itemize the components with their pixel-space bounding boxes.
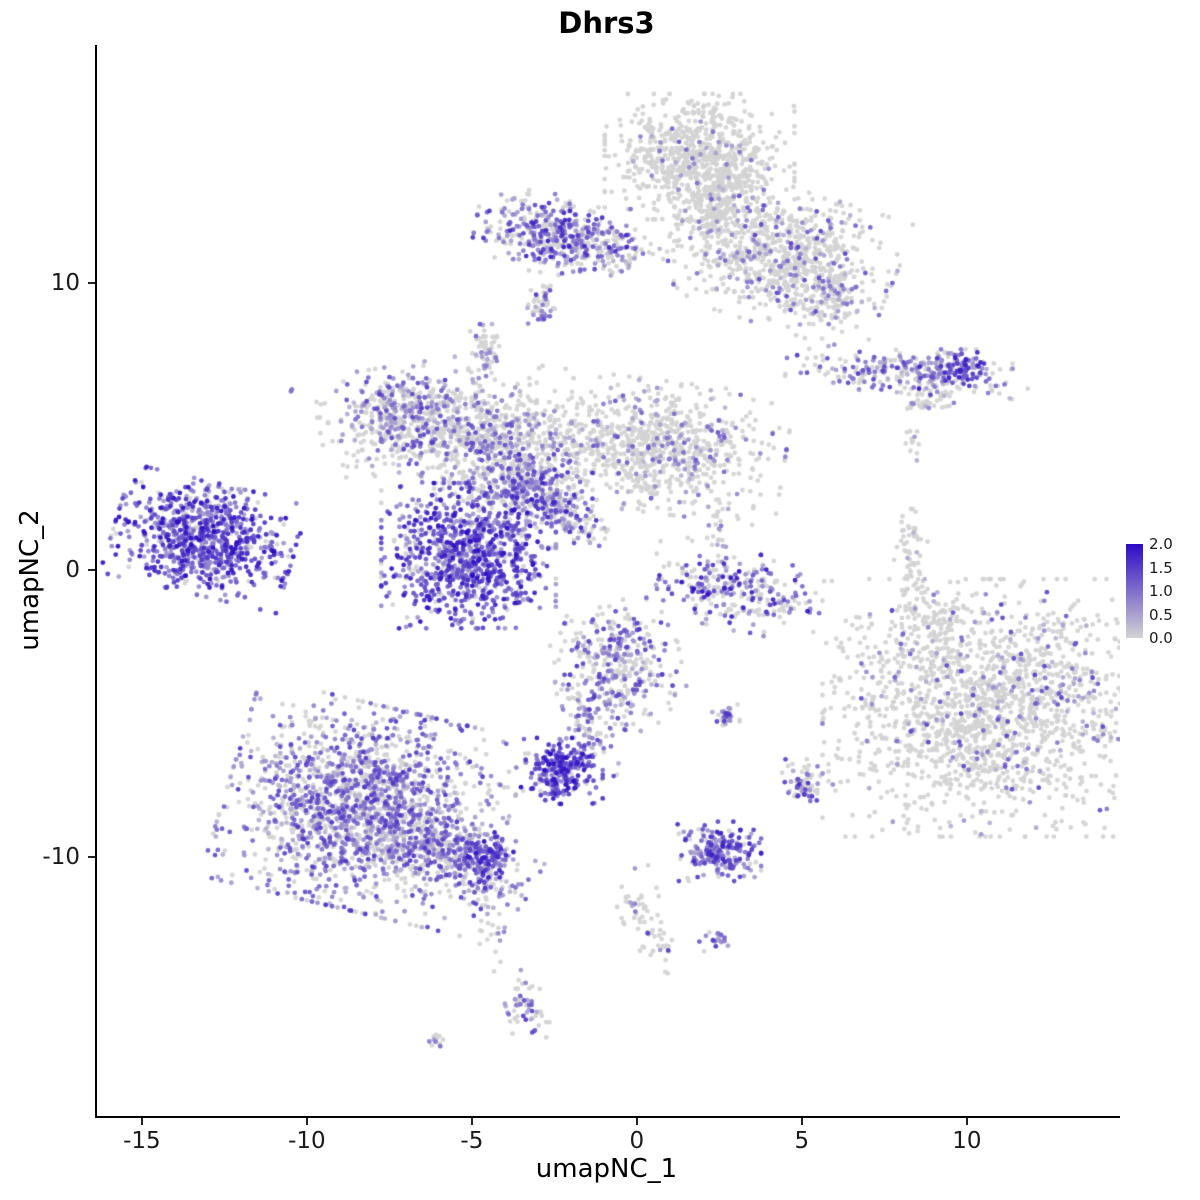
plot-title: Dhrs3 bbox=[558, 6, 655, 40]
y-tick-mark bbox=[88, 569, 95, 572]
x-tick-mark bbox=[470, 1118, 473, 1125]
color-legend: 2.0 1.5 1.0 0.5 0.0 bbox=[1126, 535, 1198, 647]
plot-area bbox=[95, 45, 1120, 1118]
scatter-canvas bbox=[97, 45, 1120, 1116]
x-tick-label: -5 bbox=[460, 1128, 484, 1154]
x-tick-mark bbox=[140, 1118, 143, 1125]
legend-tick-label: 2.0 bbox=[1149, 535, 1173, 553]
x-tick-mark bbox=[800, 1118, 803, 1125]
legend-gradient-bar bbox=[1126, 544, 1143, 638]
x-tick-label: -10 bbox=[288, 1128, 326, 1154]
legend-tick-label: 0.0 bbox=[1149, 629, 1173, 647]
x-tick-label: -15 bbox=[123, 1128, 161, 1154]
x-tick-label: 5 bbox=[794, 1128, 810, 1154]
legend-tick-label: 0.5 bbox=[1149, 605, 1173, 624]
x-tick-mark bbox=[305, 1118, 308, 1125]
y-tick-label: 10 bbox=[50, 269, 80, 296]
y-tick-label: -10 bbox=[42, 844, 80, 871]
legend-tick-label: 1.0 bbox=[1149, 582, 1173, 600]
y-tick-mark bbox=[88, 281, 95, 284]
x-tick-mark bbox=[965, 1118, 968, 1125]
legend-tick-label: 1.5 bbox=[1149, 558, 1173, 577]
y-tick-label: 0 bbox=[65, 557, 80, 584]
x-tick-mark bbox=[635, 1118, 638, 1125]
y-tick-mark bbox=[88, 856, 95, 859]
x-axis-title: umapNC_1 bbox=[535, 1154, 678, 1184]
x-tick-label: 10 bbox=[952, 1128, 982, 1154]
x-tick-label: 0 bbox=[629, 1128, 645, 1154]
